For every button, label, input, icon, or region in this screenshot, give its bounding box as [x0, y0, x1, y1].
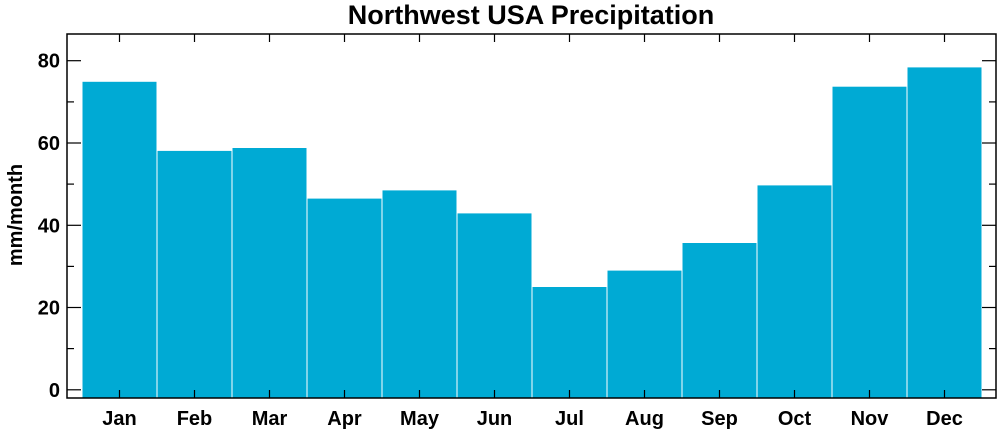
bar-dec	[906, 66, 983, 399]
y-tick-label-60: 60	[38, 133, 60, 155]
tick-labels: Jan Feb Mar Apr May Jun Jul Aug Sep Oct Nov Dec 0 20 4…	[38, 51, 963, 430]
x-tick-label-dec: Dec	[926, 408, 963, 430]
x-tick-label-oct: Oct	[778, 408, 812, 430]
x-tick-label-apr: Apr	[327, 408, 362, 430]
x-tick-label-aug: Aug	[625, 408, 664, 430]
x-tick-label-jul: Jul	[555, 408, 584, 430]
bar-oct	[756, 184, 833, 399]
x-tick-label-sep: Sep	[701, 408, 738, 430]
x-tick-label-nov: Nov	[851, 408, 890, 430]
bar-jul	[531, 286, 608, 399]
axis-ticks	[67, 34, 996, 398]
y-tick-label-80: 80	[38, 51, 60, 73]
bar-may	[381, 189, 458, 399]
bar-feb	[156, 149, 233, 399]
bar-jan	[81, 80, 158, 399]
bar-aug	[606, 269, 683, 399]
bar-jun	[456, 212, 533, 399]
x-tick-label-jun: Jun	[477, 408, 513, 430]
bar-apr	[306, 197, 383, 399]
y-tick-label-0: 0	[49, 380, 60, 402]
x-tick-label-jan: Jan	[102, 408, 136, 430]
bar-sep	[681, 242, 758, 399]
x-tick-label-feb: Feb	[177, 408, 213, 430]
bar-nov	[831, 85, 908, 399]
x-tick-label-mar: Mar	[252, 408, 288, 430]
plot-frame	[66, 33, 997, 399]
bar-mar	[231, 147, 308, 399]
y-axis-label: mm/month	[5, 164, 27, 266]
chart-title: Northwest USA Precipitation	[348, 0, 715, 30]
y-tick-label-40: 40	[38, 215, 60, 237]
x-tick-label-may: May	[400, 408, 440, 430]
y-tick-label-20: 20	[38, 298, 60, 320]
bars-group	[81, 66, 983, 399]
